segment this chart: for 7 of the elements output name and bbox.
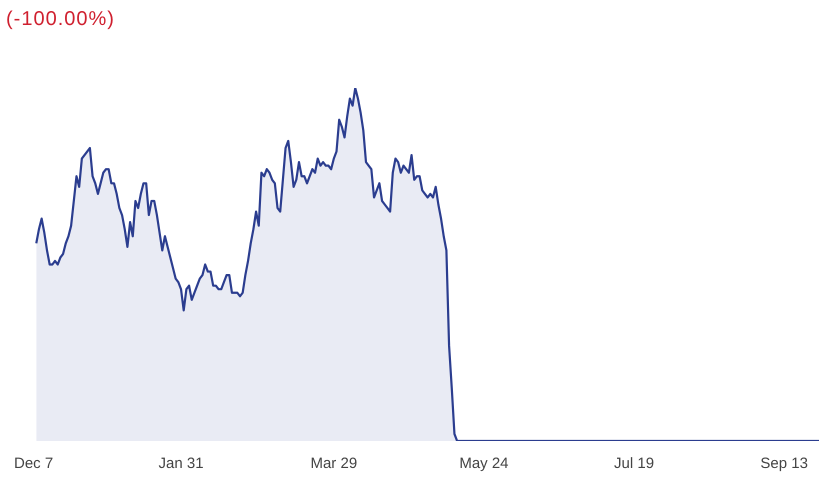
x-tick-label: Dec 7: [14, 455, 54, 472]
x-tick-label: Jan 31: [158, 455, 204, 472]
x-tick-label: Mar 29: [310, 455, 358, 472]
x-tick-label: Jul 19: [614, 455, 654, 472]
x-tick-label: May 24: [459, 455, 509, 472]
text: (-100.00%): [6, 8, 115, 31]
x-tick-label: Sep 13: [760, 455, 808, 472]
